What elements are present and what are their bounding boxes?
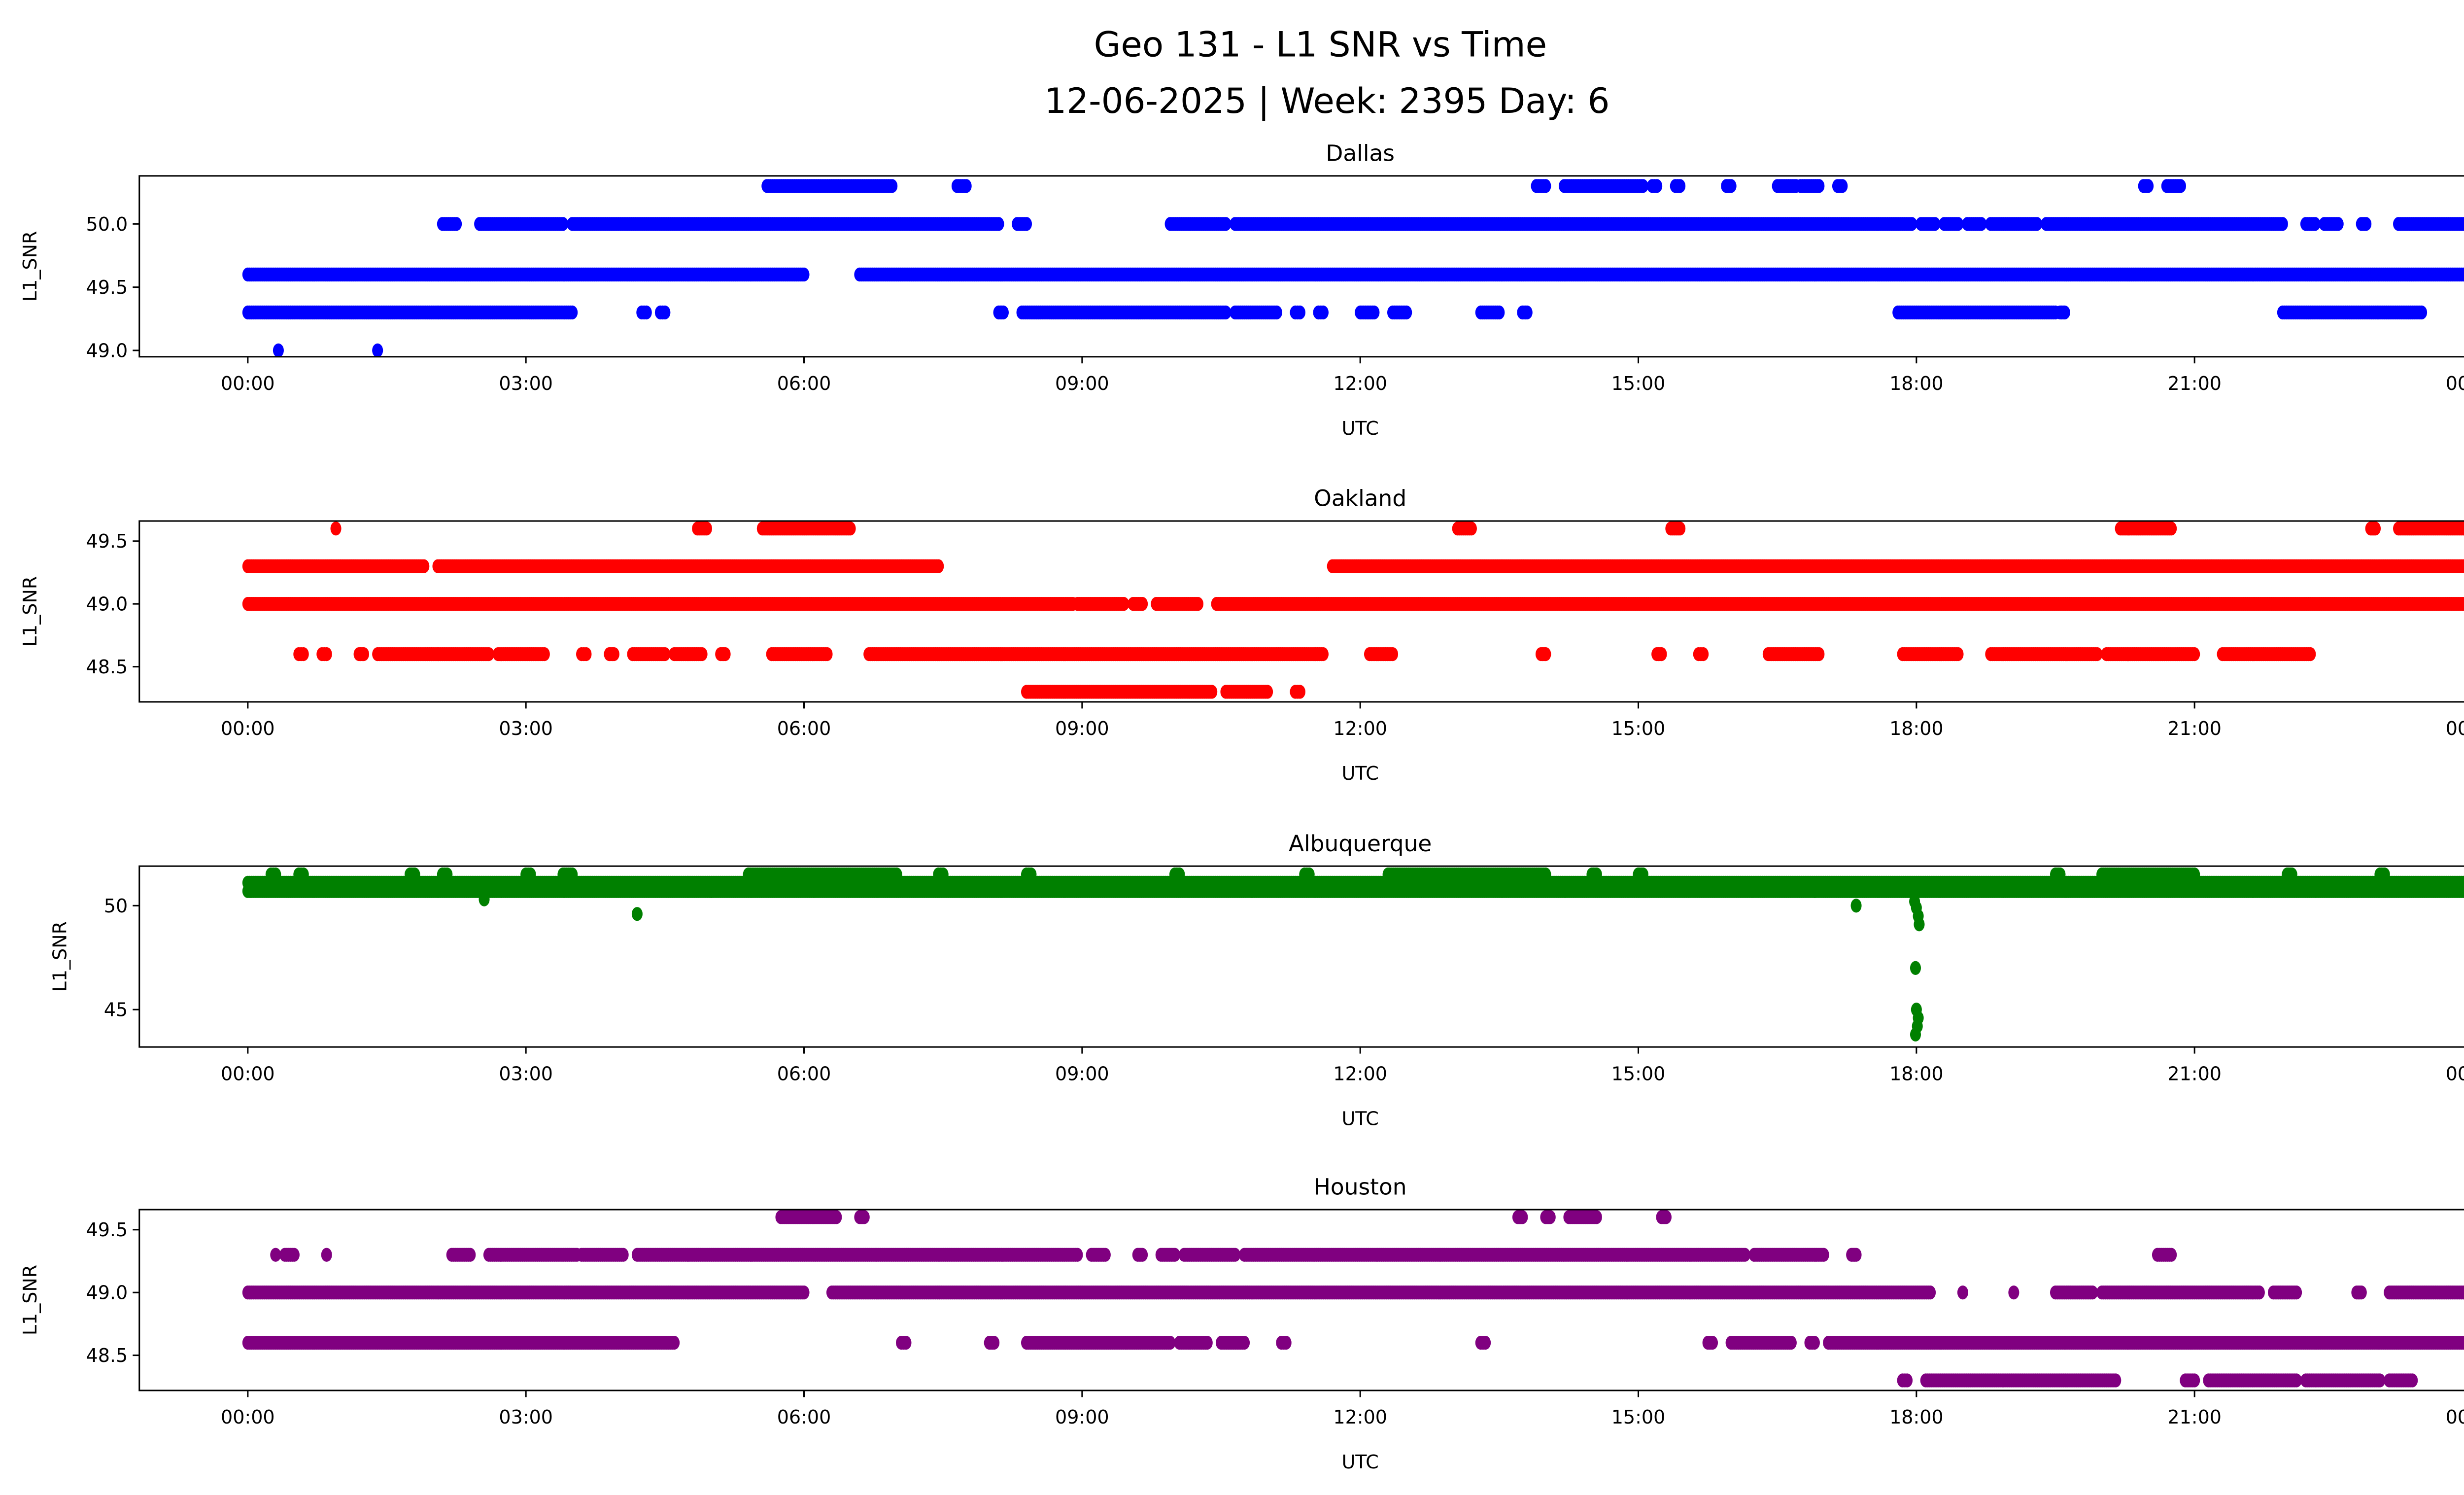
data-point [1271, 305, 1282, 320]
y-tick-label: 49.5 [86, 277, 128, 298]
data-point [2416, 305, 2428, 320]
data-point [2369, 522, 2381, 536]
series-level-49.3 [242, 305, 2428, 320]
data-point [997, 305, 1009, 320]
panel-title: Dallas [1326, 140, 1395, 167]
data-point [960, 179, 972, 193]
x-tick-label: 09:00 [1055, 373, 1109, 394]
data-point [1521, 305, 1533, 320]
data-point [1294, 305, 1305, 320]
y-tick-label: 49.0 [86, 340, 128, 361]
scatter-points [242, 522, 2464, 699]
data-point [1494, 305, 1505, 320]
data-point [887, 179, 898, 193]
panels: Dallas 00:00 03:00 06:00 09:00 12:00 15:00 18:0… [19, 140, 2464, 1473]
data-point [2309, 217, 2321, 231]
data-point [1929, 217, 1941, 231]
data-point [1814, 179, 1825, 193]
data-point [1118, 597, 1129, 611]
data-point [1540, 179, 1551, 193]
data-point [701, 522, 713, 536]
x-tick-label: 03:00 [499, 373, 553, 394]
data-point [451, 217, 462, 231]
data-point [1952, 217, 1964, 231]
x-tick-label: 21:00 [2167, 373, 2222, 394]
data-point [993, 217, 1004, 231]
data-point [641, 305, 652, 320]
panel-title: Oakland [1314, 486, 1406, 512]
x-tick-label: 18:00 [1889, 373, 1944, 394]
data-point [2462, 522, 2464, 534]
data-point [1976, 217, 1987, 231]
data-point [1220, 305, 1232, 320]
series-level-49 [273, 343, 383, 357]
data-point [2175, 179, 2186, 193]
data-point [1401, 305, 1412, 320]
x-axis-label: UTC [1341, 417, 1378, 439]
data-point [567, 305, 578, 320]
series-level-50.3 [761, 179, 2186, 193]
data-point [933, 559, 944, 573]
data-point [2059, 305, 2070, 320]
data-point [1317, 305, 1329, 320]
series-level-50 [437, 217, 2464, 231]
data-point [1369, 305, 1380, 320]
series-level-49.6 [330, 522, 2464, 536]
series-level-49 [242, 597, 2464, 611]
x-tick-label: 12:00 [1333, 373, 1387, 394]
data-point [1021, 217, 1032, 231]
data-point [659, 305, 671, 320]
data-point [2462, 269, 2464, 280]
figure-title: Geo 131 - L1 SNR vs Time [1094, 24, 1547, 65]
y-axis-label: L1_SNR [19, 231, 41, 302]
scatter-points [242, 179, 2464, 357]
data-point [372, 343, 383, 357]
series-level-49.3 [242, 559, 2464, 573]
data-point [1466, 522, 1477, 536]
data-point [2031, 217, 2043, 231]
data-point [1906, 217, 1917, 231]
data-point [557, 217, 569, 231]
data-point [1651, 179, 1663, 193]
data-point [330, 522, 342, 536]
data-point [1220, 217, 1232, 231]
data-point [2361, 217, 2372, 231]
data-point [1137, 597, 1148, 611]
panel-dallas: Dallas 00:00 03:00 06:00 09:00 12:00 15:00 18:0… [19, 140, 2464, 439]
data-point [2166, 522, 2177, 536]
x-tick-label: 06:00 [777, 373, 831, 394]
data-point [273, 343, 284, 357]
x-tick-label: 00:00 [221, 373, 275, 394]
y-tick-label: 50.0 [86, 213, 128, 235]
series-level-49.6 [242, 267, 2464, 282]
x-tick-label: 00:00 [2446, 373, 2464, 394]
data-point [1725, 179, 1737, 193]
data-point [2332, 217, 2344, 231]
data-point [418, 559, 430, 573]
data-point [2277, 217, 2288, 231]
data-point [2462, 218, 2464, 230]
data-point [2143, 179, 2154, 193]
data-point [798, 267, 810, 282]
data-point [845, 522, 856, 536]
data-point [2462, 560, 2464, 572]
data-point [1675, 522, 1686, 536]
figure-subtitle: 12-06-2025 | Week: 2395 Day: 6 [1044, 80, 1609, 122]
data-point [1837, 179, 1848, 193]
data-point [1637, 179, 1648, 193]
data-point [1675, 179, 1686, 193]
x-tick-label: 15:00 [1611, 373, 1666, 394]
data-point [1192, 597, 1204, 611]
